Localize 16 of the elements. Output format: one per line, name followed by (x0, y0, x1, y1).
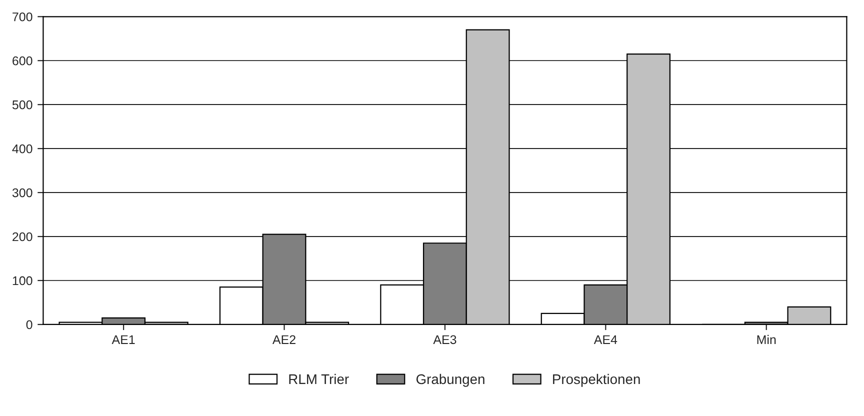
legend-label: Grabungen (416, 374, 484, 387)
y-tick-label: 300 (12, 188, 32, 198)
x-tick-label: AE2 (272, 335, 296, 344)
x-tick-label: AE4 (594, 335, 618, 344)
y-tick-label: 0 (26, 320, 32, 330)
y-tick-label: 500 (12, 100, 32, 110)
y-tick-label: 400 (12, 144, 32, 154)
legend-label: Prospektionen (553, 374, 640, 387)
x-tick-label: Min (757, 334, 776, 344)
y-tick-label: 700 (12, 12, 32, 22)
y-tick-label: 200 (12, 232, 32, 242)
legend-label: RLM Trier (289, 374, 349, 384)
y-tick-label: 600 (12, 56, 32, 66)
x-tick-label: AE3 (433, 335, 456, 344)
y-tick-label: 100 (12, 276, 32, 286)
x-tick-label: AE1 (112, 335, 135, 344)
